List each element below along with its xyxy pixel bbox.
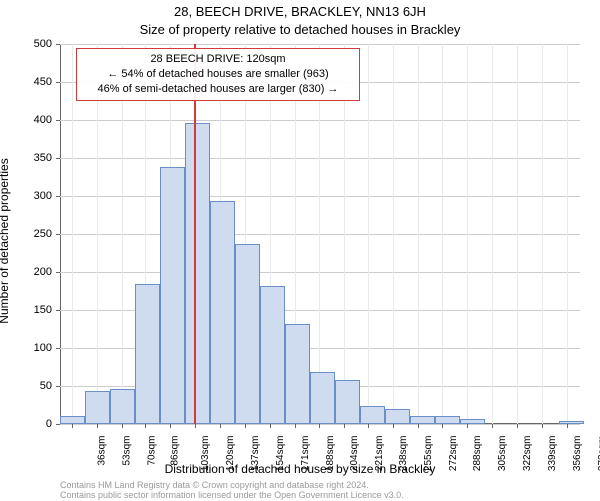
y-tick-mark <box>56 386 60 387</box>
x-tick-mark <box>393 424 394 428</box>
y-axis-title: Number of detached properties <box>0 158 11 323</box>
y-tick-label: 0 <box>46 418 52 430</box>
plot-area <box>60 44 580 424</box>
gridline-v <box>542 44 543 424</box>
gridline-h <box>60 158 580 159</box>
gridline-v <box>344 44 345 424</box>
info-line-1: 28 BEECH DRIVE: 120sqm <box>83 52 353 67</box>
gridline-v <box>393 44 394 424</box>
histogram-bar <box>310 372 335 424</box>
x-tick-label: 86sqm <box>170 436 181 466</box>
y-tick-label: 400 <box>34 114 52 126</box>
y-tick-mark <box>56 158 60 159</box>
gridline-v <box>517 44 518 424</box>
x-tick-mark <box>542 424 543 428</box>
histogram-bar <box>185 123 210 424</box>
gridline-v <box>72 44 73 424</box>
gridline-v <box>319 44 320 424</box>
chart-container: 28, BEECH DRIVE, BRACKLEY, NN13 6JH Size… <box>0 0 600 500</box>
x-tick-mark <box>344 424 345 428</box>
histogram-bar <box>160 167 185 424</box>
y-tick-mark <box>56 196 60 197</box>
histogram-bar <box>360 406 385 424</box>
footer-attribution: Contains HM Land Registry data © Crown c… <box>60 480 580 501</box>
chart-title-address: 28, BEECH DRIVE, BRACKLEY, NN13 6JH <box>0 4 600 19</box>
x-tick-mark <box>442 424 443 428</box>
x-tick-mark <box>517 424 518 428</box>
info-line-2: ← 54% of detached houses are smaller (96… <box>83 67 353 82</box>
gridline-h <box>60 120 580 121</box>
histogram-bar <box>385 409 410 424</box>
x-tick-mark <box>295 424 296 428</box>
y-tick-label: 350 <box>34 152 52 164</box>
gridline-v <box>567 44 568 424</box>
y-tick-label: 500 <box>34 38 52 50</box>
y-tick-mark <box>56 120 60 121</box>
x-tick-mark <box>170 424 171 428</box>
x-tick-mark <box>145 424 146 428</box>
x-tick-mark <box>270 424 271 428</box>
x-tick-mark <box>368 424 369 428</box>
gridline-h <box>60 272 580 273</box>
x-axis-title: Distribution of detached houses by size … <box>0 462 600 476</box>
histogram-bar <box>235 244 260 424</box>
histogram-bar <box>85 391 110 424</box>
gridline-v <box>467 44 468 424</box>
y-tick-label: 50 <box>40 380 52 392</box>
x-tick-mark <box>567 424 568 428</box>
y-tick-label: 100 <box>34 342 52 354</box>
histogram-bar <box>135 284 160 424</box>
gridline-h <box>60 196 580 197</box>
marker-line <box>194 44 196 424</box>
gridline-v <box>97 44 98 424</box>
y-tick-label: 200 <box>34 266 52 278</box>
y-tick-mark <box>56 348 60 349</box>
y-tick-mark <box>56 44 60 45</box>
histogram-bar <box>210 201 235 424</box>
x-tick-mark <box>97 424 98 428</box>
gridline-h <box>60 44 580 45</box>
x-tick-label: 70sqm <box>146 436 157 466</box>
gridline-h <box>60 234 580 235</box>
gridline-v <box>442 44 443 424</box>
x-tick-mark <box>195 424 196 428</box>
gridline-v <box>368 44 369 424</box>
x-tick-label: 53sqm <box>121 436 132 466</box>
histogram-bar <box>60 416 85 424</box>
histogram-bar <box>410 416 435 424</box>
marker-info-box: 28 BEECH DRIVE: 120sqm ← 54% of detached… <box>76 48 360 101</box>
chart-subtitle: Size of property relative to detached ho… <box>0 22 600 37</box>
histogram-bar <box>335 380 360 424</box>
footer-line-1: Contains HM Land Registry data © Crown c… <box>60 480 580 490</box>
y-tick-mark <box>56 234 60 235</box>
info-line-3: 46% of semi-detached houses are larger (… <box>83 82 353 97</box>
histogram-bar <box>110 389 135 424</box>
y-tick-label: 450 <box>34 76 52 88</box>
histogram-bar <box>285 324 310 424</box>
x-tick-mark <box>245 424 246 428</box>
y-tick-label: 300 <box>34 190 52 202</box>
footer-line-2: Contains public sector information licen… <box>60 490 580 500</box>
gridline-v <box>418 44 419 424</box>
y-tick-mark <box>56 272 60 273</box>
x-tick-mark <box>122 424 123 428</box>
histogram-bar <box>260 286 285 424</box>
gridline-v <box>492 44 493 424</box>
y-tick-label: 150 <box>34 304 52 316</box>
y-tick-mark <box>56 310 60 311</box>
x-tick-mark <box>418 424 419 428</box>
x-tick-mark <box>467 424 468 428</box>
x-tick-mark <box>319 424 320 428</box>
x-tick-mark <box>492 424 493 428</box>
y-tick-label: 250 <box>34 228 52 240</box>
histogram-bar <box>435 416 460 424</box>
x-tick-mark <box>72 424 73 428</box>
y-tick-mark <box>56 82 60 83</box>
x-tick-mark <box>220 424 221 428</box>
x-tick-label: 36sqm <box>96 436 107 466</box>
gridline-v <box>122 44 123 424</box>
